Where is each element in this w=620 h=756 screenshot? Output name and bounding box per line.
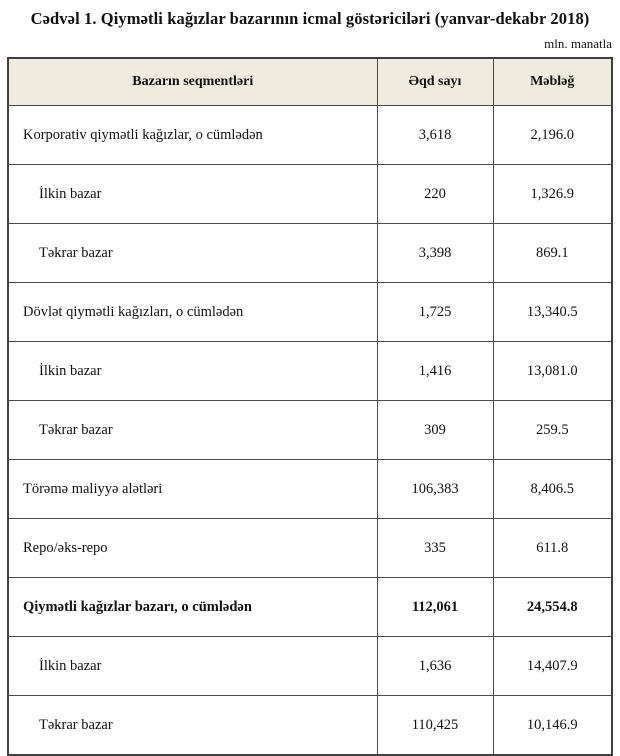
table-row: Repo/əks-repo 335 611.8 (7, 518, 613, 578)
amount-cell: 259.5 (492, 400, 613, 460)
table-row: Təkrar bazar 309 259.5 (7, 400, 613, 460)
amount-cell: 1,326.9 (492, 164, 613, 224)
amount-cell: 24,554.8 (492, 577, 613, 637)
segment-cell: İlkin bazar (7, 164, 378, 224)
segment-cell: Qiymətli kağızlar bazarı, o cümlədən (7, 577, 378, 637)
deal-count-cell: 110,425 (376, 695, 494, 756)
table-row: Qiymətli kağızlar bazarı, o cümlədən 112,… (7, 577, 613, 637)
table-row: Korporativ qiymətli kağızlar, o cümlədən… (7, 105, 613, 165)
deal-count-cell: 220 (376, 164, 494, 224)
table-row: İlkin bazar 220 1,326.9 (7, 164, 613, 224)
segment-cell: Təkrar bazar (7, 400, 378, 460)
deal-count-cell: 335 (376, 518, 494, 578)
deal-count-cell: 3,398 (376, 223, 494, 283)
amount-cell: 13,340.5 (492, 282, 613, 342)
segment-cell: Törəmə maliyyə alətləri (7, 459, 378, 519)
amount-cell: 13,081.0 (492, 341, 613, 401)
table-row: İlkin bazar 1,416 13,081.0 (7, 341, 613, 401)
amount-cell: 869.1 (492, 223, 613, 283)
segment-cell: Korporativ qiymətli kağızlar, o cümlədən (7, 105, 378, 165)
table-body: Korporativ qiymətli kağızlar, o cümlədən… (7, 105, 613, 756)
deal-count-cell: 1,416 (376, 341, 494, 401)
amount-cell: 2,196.0 (492, 105, 613, 165)
securities-summary-table: Bazarın seqmentləri Əqd sayı Məbləğ Korp… (7, 57, 613, 756)
table-header: Bazarın seqmentləri Əqd sayı Məbləğ (7, 57, 613, 106)
segment-cell: İlkin bazar (7, 341, 378, 401)
amount-cell: 14,407.9 (492, 636, 613, 696)
page-title: Cədvəl 1. Qiymətli kağızlar bazarının ic… (30, 9, 590, 28)
table-row: İlkin bazar 1,636 14,407.9 (7, 636, 613, 696)
unit-note: mln. manatla (544, 36, 612, 51)
table-row: Törəmə maliyyə alətləri 106,383 8,406.5 (7, 459, 613, 519)
deal-count-cell: 112,061 (376, 577, 494, 637)
table-row: Təkrar bazar 3,398 869.1 (7, 223, 613, 283)
segment-cell: İlkin bazar (7, 636, 378, 696)
deal-count-cell: 106,383 (376, 459, 494, 519)
column-header-deal-count: Əqd sayı (376, 57, 494, 106)
header-row: Bazarın seqmentləri Əqd sayı Məbləğ (7, 57, 613, 106)
segment-cell: Təkrar bazar (7, 695, 378, 756)
deal-count-cell: 1,725 (376, 282, 494, 342)
amount-cell: 8,406.5 (492, 459, 613, 519)
table-row: Təkrar bazar 110,425 10,146.9 (7, 695, 613, 756)
segment-cell: Təkrar bazar (7, 223, 378, 283)
deal-count-cell: 309 (376, 400, 494, 460)
table-row: Dövlət qiymətli kağızları, o cümlədən 1,7… (7, 282, 613, 342)
deal-count-cell: 3,618 (376, 105, 494, 165)
deal-count-cell: 1,636 (376, 636, 494, 696)
segment-cell: Dövlət qiymətli kağızları, o cümlədən (7, 282, 378, 342)
amount-cell: 10,146.9 (492, 695, 613, 756)
column-header-amount: Məbləğ (492, 57, 613, 106)
column-header-segments: Bazarın seqmentləri (7, 57, 378, 106)
amount-cell: 611.8 (492, 518, 613, 578)
segment-cell: Repo/əks-repo (7, 518, 378, 578)
